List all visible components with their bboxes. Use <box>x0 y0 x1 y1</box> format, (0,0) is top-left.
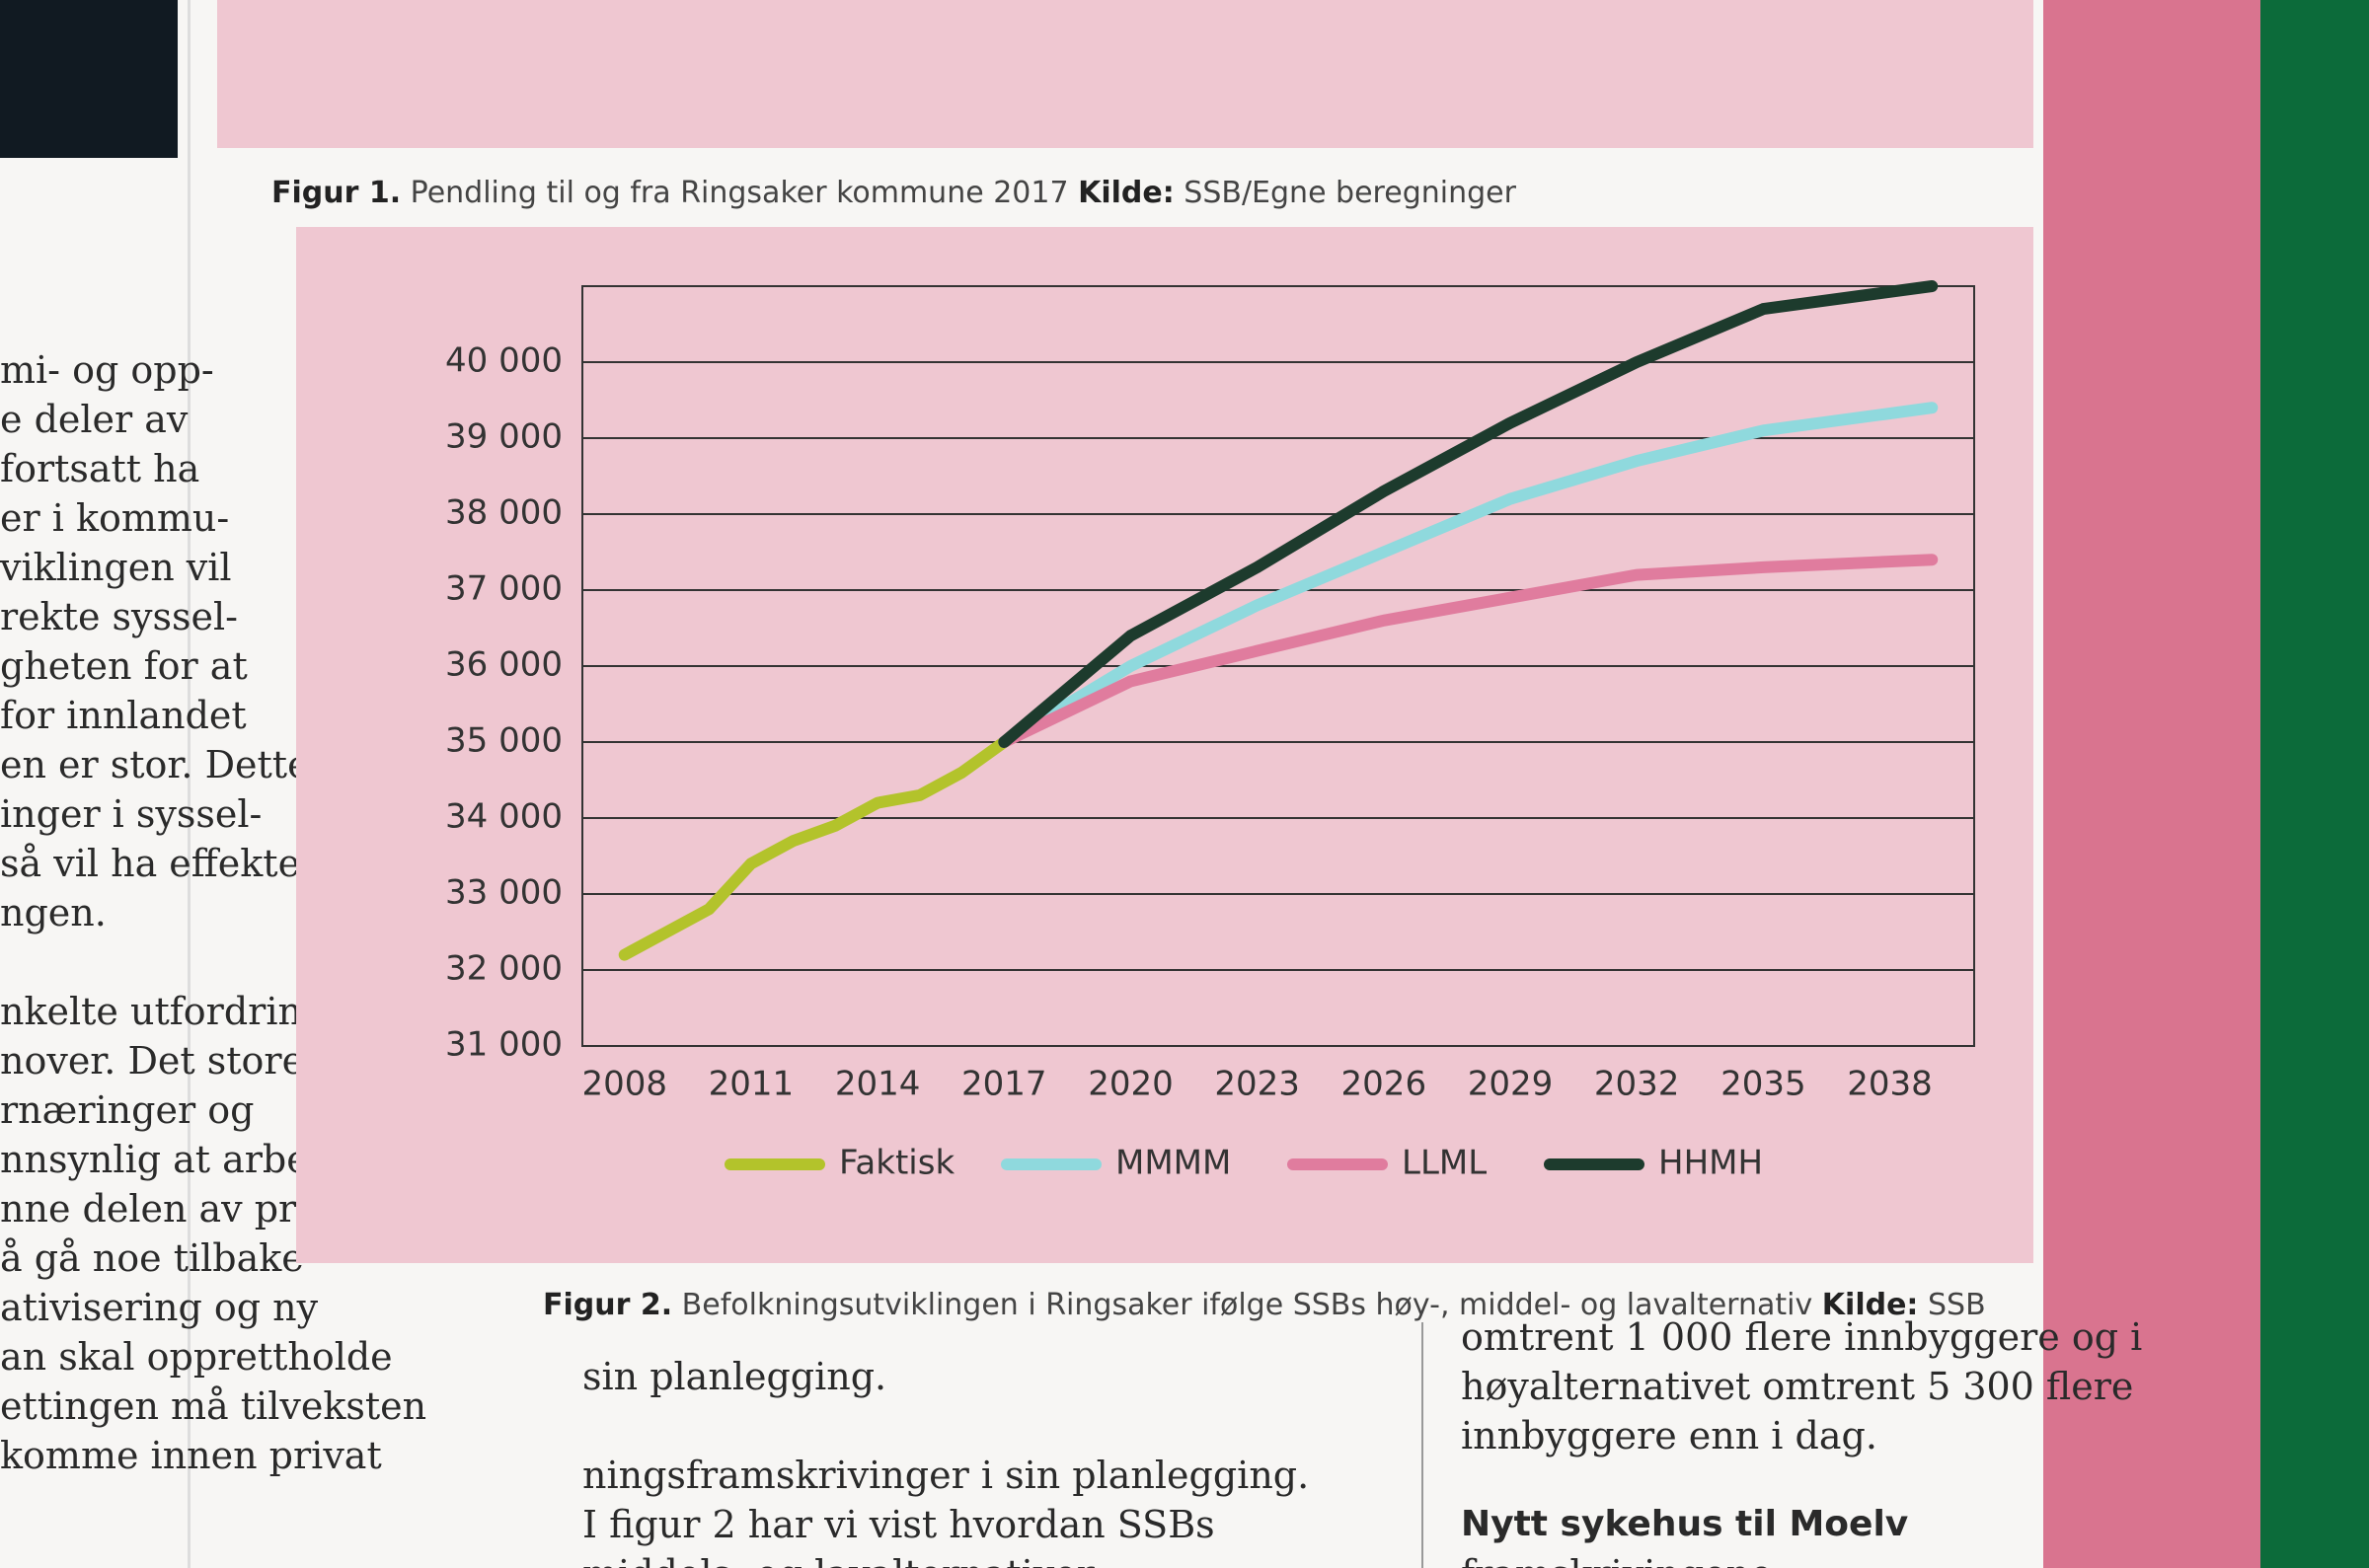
x-tick-label: 2038 <box>1847 1065 1933 1104</box>
right-paragraph: omtrent 1 000 flere innbyggere og i høyal… <box>1461 1312 2142 1460</box>
chart-background <box>296 227 2033 1263</box>
gutter <box>188 0 191 1568</box>
text-line: e deler av <box>0 398 189 441</box>
text-line: ativisering og ny <box>0 1286 319 1329</box>
legend-label: Faktisk <box>839 1144 955 1183</box>
text-line: ngen. <box>0 891 107 934</box>
y-tick-label: 39 000 <box>445 417 563 457</box>
x-tick-label: 2008 <box>581 1065 667 1104</box>
dark-block <box>0 0 178 158</box>
y-tick-label: 31 000 <box>445 1025 563 1065</box>
x-tick-label: 2032 <box>1594 1065 1680 1104</box>
x-tick-label: 2014 <box>835 1065 921 1104</box>
line <box>618 736 1011 961</box>
text-line: er i kommu- <box>0 496 230 540</box>
text-line: framskrivingene <box>1461 1549 2142 1568</box>
text-line: ettingen må tilveksten <box>0 1384 427 1428</box>
legend-label: HHMH <box>1658 1144 1763 1183</box>
text-line: komme innen privat <box>0 1434 382 1477</box>
x-tick-label: 2035 <box>1720 1065 1806 1104</box>
text-line: rnæringer og <box>0 1088 255 1132</box>
y-tick-label: 38 000 <box>445 493 563 533</box>
x-tick-label: 2029 <box>1468 1065 1554 1104</box>
x-tick-label: 2023 <box>1214 1065 1300 1104</box>
y-tick-label: 32 000 <box>445 949 563 989</box>
text-line: å gå noe tilbake <box>0 1236 304 1280</box>
text-line: sin planlegging. <box>582 1355 887 1398</box>
line <box>998 554 1939 748</box>
y-tick-label: 40 000 <box>445 341 563 381</box>
line <box>998 280 1939 748</box>
line <box>998 402 1939 748</box>
y-tick-label: 35 000 <box>445 721 563 761</box>
y-tick-label: 34 000 <box>445 797 563 837</box>
text-line: nkelte utfordrin- <box>0 990 315 1033</box>
figure1-box <box>217 0 2033 148</box>
text-line: ningsframskrivinger i sin planlegging. <box>582 1454 1310 1497</box>
text-line <box>582 1401 1309 1451</box>
text-line: nover. Det store <box>0 1039 305 1083</box>
text-line: inger i syssel- <box>0 792 263 836</box>
text-line: middels- og lavalternativer <box>582 1549 1309 1568</box>
text-line: høyalternativet omtrent 5 300 flere <box>1461 1365 2134 1408</box>
text-line: viklingen vil <box>0 546 232 589</box>
x-tick-label: 2026 <box>1341 1065 1427 1104</box>
middle-column: sin planlegging. ningsframskrivinger i si… <box>582 1352 1309 1568</box>
text-line: innbyggere enn i dag. <box>1461 1414 1877 1457</box>
edge-green <box>2260 0 2369 1568</box>
text-line: fortsatt ha <box>0 447 200 490</box>
right-column: omtrent 1 000 flere innbyggere og i høyal… <box>1461 1312 2142 1568</box>
y-tick-label: 36 000 <box>445 645 563 685</box>
edge-pink <box>2043 0 2260 1568</box>
x-tick-label: 2011 <box>709 1065 795 1104</box>
y-tick-label: 37 000 <box>445 569 563 609</box>
text-line: gheten for at <box>0 644 248 688</box>
text-line: omtrent 1 000 flere innbyggere og i <box>1461 1315 2143 1359</box>
text-line: så vil ha effekter <box>0 842 319 885</box>
y-tick-label: 33 000 <box>445 873 563 913</box>
column-rule <box>1421 1322 1423 1568</box>
figure2-caption: Figur 2. Befolkningsutviklingen i Ringsa… <box>543 1288 1986 1322</box>
text-line: I figur 2 har vi vist hvordan SSBs <box>582 1503 1215 1546</box>
x-tick-label: 2020 <box>1088 1065 1174 1104</box>
legend-label: LLML <box>1402 1144 1487 1183</box>
heading: Nytt sykehus til Moelv <box>1461 1504 1909 1544</box>
text-line: en er stor. Dette <box>0 743 310 786</box>
chart: 31 000 32 000 33 000 34 000 35 000 36 000 37 0… <box>296 227 2033 1263</box>
text-line: mi- og opp- <box>0 348 214 392</box>
text-line: for innlandet <box>0 694 247 737</box>
legend-label: MMMM <box>1115 1144 1231 1183</box>
figure1-caption: Figur 1. Pendling til og fra Ringsaker k… <box>271 176 1516 210</box>
x-tick-label: 2017 <box>961 1065 1047 1104</box>
text-line: an skal opprettholde <box>0 1335 393 1379</box>
text-line: rekte syssel- <box>0 595 238 638</box>
